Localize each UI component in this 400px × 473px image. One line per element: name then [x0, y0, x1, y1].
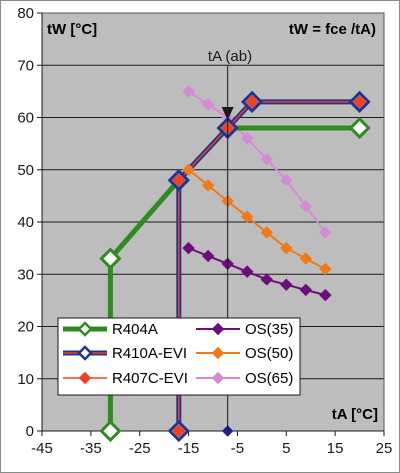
tick-labels: -45 -35 -25 -15 -5 5 15 25 0 10 20 30 40 50 60 70 80	[17, 5, 392, 457]
legend-label-r404a: R404A	[112, 321, 158, 338]
data-point-r404a	[348, 116, 371, 140]
data-point-os-35	[299, 283, 313, 297]
data-point-os-50	[182, 163, 195, 176]
data-point-os-35	[201, 249, 215, 263]
y-tick-label: 10	[17, 371, 34, 388]
x-tick-label: 25	[376, 440, 393, 457]
axes	[37, 12, 385, 436]
legend-marker-os-35	[211, 322, 225, 336]
legend-label-r407c-evi: R407C-EVI	[112, 370, 188, 387]
data-point-r404a	[99, 419, 122, 443]
data-point-r407c-evi	[352, 95, 367, 109]
data-point-os-35	[240, 265, 254, 278]
series-markers	[99, 85, 371, 443]
y-tick-label: 70	[17, 57, 34, 74]
x-tick-label: -25	[129, 440, 151, 457]
data-point-os-50	[201, 179, 215, 192]
data-point-os-50	[319, 262, 332, 276]
x-tick-label: -35	[80, 440, 102, 457]
data-point-os-50	[260, 226, 273, 239]
y-tick-label: 0	[26, 423, 34, 440]
data-point-os-50	[280, 241, 293, 255]
data-point-os-50	[299, 252, 313, 265]
data-point-os-35	[260, 273, 273, 286]
legend-label-os-65: OS(65)	[245, 370, 293, 387]
data-point-os-35	[319, 288, 332, 302]
y-tick-label: 40	[17, 214, 34, 231]
tA-ab-annotation: tA (ab)	[208, 48, 252, 65]
y-tick-label: 20	[17, 319, 34, 336]
data-point-os-65	[260, 153, 273, 166]
legend-marker-r410a-evi	[77, 345, 93, 361]
data-point-os-65	[182, 85, 195, 98]
legend-marker-os-65	[211, 371, 225, 385]
y-tick-label: 50	[17, 162, 34, 179]
data-point-r407c-evi	[172, 173, 186, 187]
annotation-arrow	[221, 107, 234, 120]
legend: R404A R410A-EVI R407C-EVI OS(35) OS(50) OS(65…	[57, 317, 301, 396]
data-point-os-65	[240, 132, 254, 145]
legend-marker-r407c-evi	[78, 371, 92, 385]
data-point-os-65	[319, 226, 332, 239]
x-tick-label: 5	[282, 440, 290, 457]
legend-label-r410a-evi: R410A-EVI	[112, 345, 187, 362]
legend-label-os-50: OS(50)	[245, 345, 293, 362]
y-tick-label: 80	[17, 5, 34, 22]
data-point-os-65	[201, 98, 215, 111]
x-tick-label: -45	[31, 440, 53, 457]
data-point-r407c-evi	[245, 95, 259, 109]
legend-marker-r404a	[77, 321, 93, 337]
chart-title-right: tW = fce /tA)	[289, 21, 376, 38]
y-tick-label: 30	[17, 266, 34, 283]
data-point-r407c-evi	[172, 424, 186, 438]
y-tick-label: 60	[17, 110, 34, 127]
data-point-r404a	[99, 247, 122, 270]
x-axis-label: tA [°C]	[332, 406, 378, 423]
legend-marker-os-50	[211, 346, 225, 360]
data-point-os-35	[182, 241, 195, 255]
x-tick-label: 15	[327, 440, 344, 457]
data-point-os-65	[280, 173, 293, 187]
data-point-os-50	[240, 210, 254, 223]
data-point-os-65	[299, 200, 313, 213]
x-tick-label: -15	[178, 440, 200, 457]
chart-title-left: tW [°C]	[47, 21, 97, 38]
x-tick-label: -5	[231, 440, 244, 457]
data-point-os-35	[280, 278, 293, 291]
legend-label-os-35: OS(35)	[245, 321, 293, 338]
